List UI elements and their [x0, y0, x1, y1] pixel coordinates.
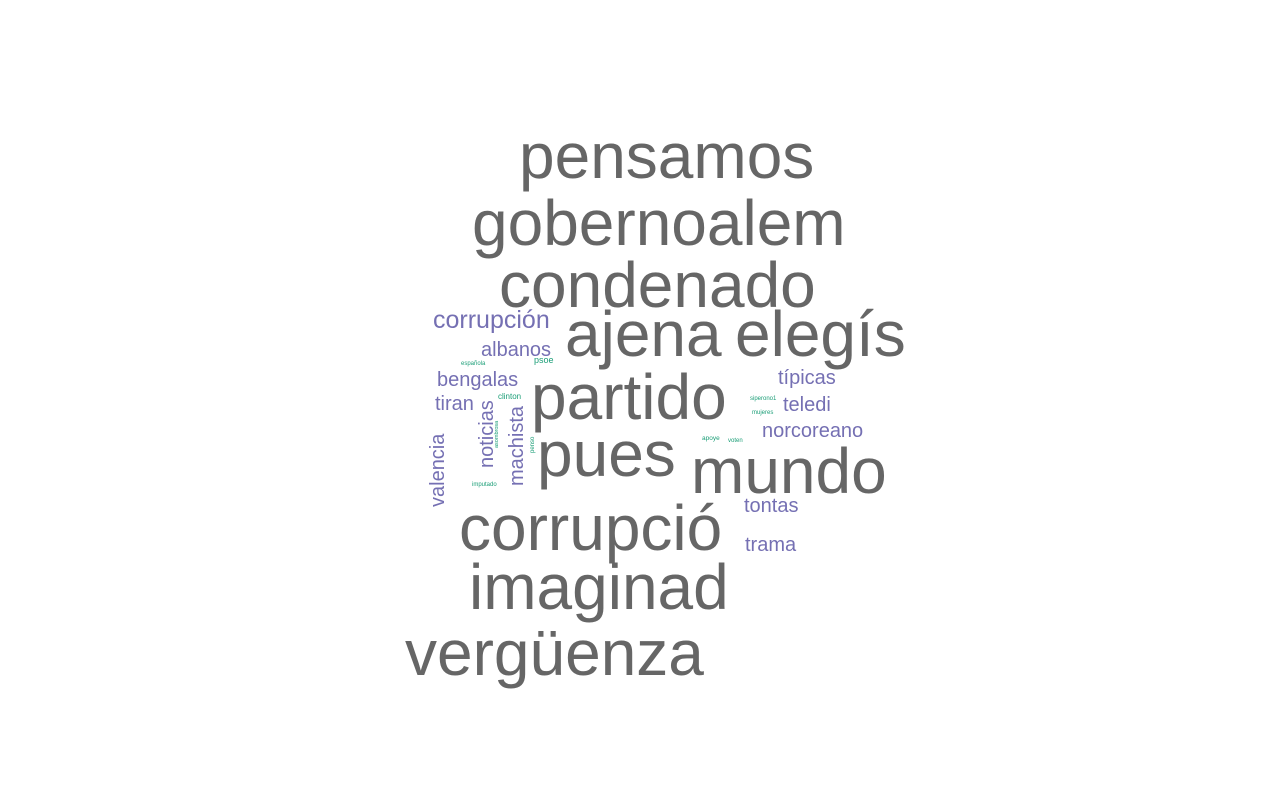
word-bengalas: bengalas [437, 369, 518, 391]
word-machista: machista [506, 405, 528, 486]
word-apoye: apoye [702, 435, 720, 442]
word-noticias: noticias [476, 400, 498, 468]
word-valencia: valencia [427, 433, 449, 507]
word-espanola: española [461, 361, 486, 367]
word-tiran: tiran [435, 393, 474, 415]
word-teledi: teledi [783, 394, 831, 416]
word-pues: pues [537, 418, 676, 490]
word-tipicas: típicas [778, 367, 836, 389]
word-gobernoalem: gobernoalem [472, 187, 846, 259]
word-voten: voten [728, 438, 743, 444]
word-clinton: clinton [498, 392, 521, 401]
word-corrupcio: corrupció [459, 492, 722, 564]
word-albanos: albanos [481, 339, 551, 361]
word-imputado: imputado [472, 482, 497, 488]
word-partido: partido [531, 361, 727, 433]
word-verguenza: vergüenza [405, 617, 704, 689]
word-condenado: condenado [499, 249, 816, 321]
word-corrupcion: corrupción [433, 306, 550, 334]
word-asombrosa: asombrosa [494, 420, 500, 448]
word-siperono1: siperono1 [750, 396, 777, 402]
word-norcoreano: norcoreano [762, 420, 863, 442]
word-psoe: psoe [534, 355, 554, 365]
word-mundo: mundo [691, 435, 887, 507]
word-imaginad: imaginad [469, 551, 729, 623]
word-trama: trama [745, 534, 797, 556]
word-pensamos: pensamos [519, 120, 814, 192]
word-elegis: elegís [735, 298, 906, 370]
word-penso: penso [530, 436, 536, 453]
word-tontas: tontas [744, 495, 798, 517]
word-mujeres: mujeres [752, 410, 773, 416]
word-ajena: ajena [565, 298, 722, 370]
